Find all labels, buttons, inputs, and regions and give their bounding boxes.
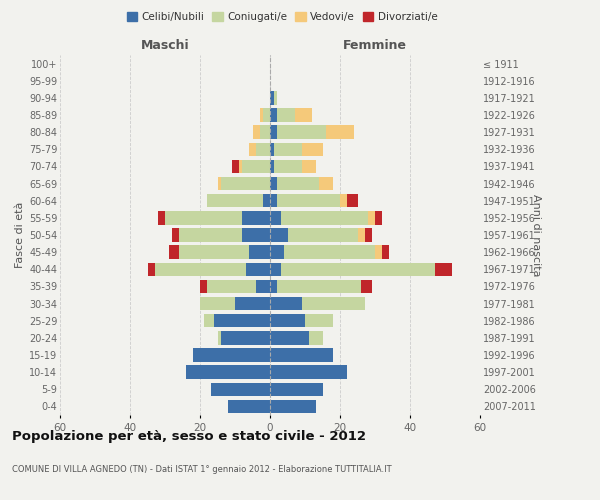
Bar [287, 228, 358, 241]
Bar [302, 297, 365, 310]
Bar [263, 108, 270, 122]
Bar [434, 262, 452, 276]
Bar [270, 262, 281, 276]
Bar [249, 246, 270, 259]
Bar [295, 108, 312, 122]
Bar [368, 211, 375, 224]
Bar [326, 126, 354, 139]
Bar [270, 366, 347, 379]
Bar [270, 126, 277, 139]
Bar [319, 177, 333, 190]
Bar [148, 262, 155, 276]
Bar [361, 280, 371, 293]
Bar [277, 177, 319, 190]
Bar [365, 228, 371, 241]
Bar [274, 142, 302, 156]
Bar [158, 211, 165, 224]
Bar [274, 91, 277, 104]
Bar [242, 211, 270, 224]
Bar [340, 194, 347, 207]
Bar [200, 280, 207, 293]
Bar [274, 160, 302, 173]
Bar [305, 314, 333, 328]
Bar [270, 297, 302, 310]
Bar [270, 314, 305, 328]
Bar [375, 211, 382, 224]
Bar [200, 297, 235, 310]
Text: Popolazione per età, sesso e stato civile - 2012: Popolazione per età, sesso e stato civil… [12, 430, 366, 443]
Bar [211, 382, 270, 396]
Bar [249, 142, 256, 156]
Bar [260, 126, 270, 139]
Bar [270, 382, 323, 396]
Bar [347, 194, 358, 207]
Bar [221, 177, 270, 190]
Bar [281, 211, 368, 224]
Bar [242, 228, 270, 241]
Bar [263, 194, 270, 207]
Bar [260, 108, 263, 122]
Bar [179, 228, 242, 241]
Bar [277, 126, 326, 139]
Bar [214, 314, 270, 328]
Text: Maschi: Maschi [140, 38, 190, 52]
Text: COMUNE DI VILLA AGNEDO (TN) - Dati ISTAT 1° gennaio 2012 - Elaborazione TUTTITAL: COMUNE DI VILLA AGNEDO (TN) - Dati ISTAT… [12, 465, 392, 474]
Y-axis label: Fasce di età: Fasce di età [14, 202, 25, 268]
Bar [270, 160, 274, 173]
Bar [253, 126, 260, 139]
Bar [270, 228, 287, 241]
Bar [239, 160, 242, 173]
Legend: Celibi/Nubili, Coniugati/e, Vedovi/e, Divorziati/e: Celibi/Nubili, Coniugati/e, Vedovi/e, Di… [122, 8, 442, 26]
Bar [245, 262, 270, 276]
Bar [375, 246, 382, 259]
Bar [232, 160, 239, 173]
Text: Femmine: Femmine [343, 38, 407, 52]
Bar [155, 262, 245, 276]
Bar [281, 262, 434, 276]
Bar [207, 280, 256, 293]
Bar [218, 331, 221, 344]
Bar [193, 348, 270, 362]
Bar [207, 194, 263, 207]
Bar [270, 91, 274, 104]
Bar [235, 297, 270, 310]
Bar [172, 228, 179, 241]
Bar [270, 348, 333, 362]
Bar [165, 211, 242, 224]
Bar [256, 280, 270, 293]
Bar [256, 142, 270, 156]
Bar [270, 211, 281, 224]
Bar [221, 331, 270, 344]
Bar [169, 246, 179, 259]
Bar [302, 160, 316, 173]
Bar [277, 194, 340, 207]
Bar [277, 280, 361, 293]
Bar [284, 246, 375, 259]
Bar [308, 331, 323, 344]
Bar [302, 142, 323, 156]
Bar [218, 177, 221, 190]
Y-axis label: Anni di nascita: Anni di nascita [531, 194, 541, 276]
Bar [270, 177, 277, 190]
Bar [270, 400, 316, 413]
Bar [270, 331, 308, 344]
Bar [186, 366, 270, 379]
Bar [228, 400, 270, 413]
Bar [179, 246, 249, 259]
Bar [270, 194, 277, 207]
Bar [358, 228, 365, 241]
Bar [270, 108, 277, 122]
Bar [270, 280, 277, 293]
Bar [382, 246, 389, 259]
Bar [242, 160, 270, 173]
Bar [203, 314, 214, 328]
Bar [270, 246, 284, 259]
Bar [277, 108, 295, 122]
Bar [270, 142, 274, 156]
